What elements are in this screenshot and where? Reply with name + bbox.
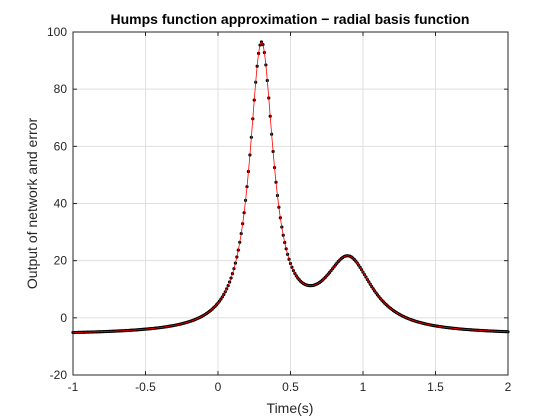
grid	[73, 32, 508, 375]
x-tick-label: -1	[68, 380, 79, 394]
y-tick-label: 0	[60, 311, 67, 325]
x-tick-label: -0.5	[135, 380, 156, 394]
x-tick-label: 1	[360, 380, 367, 394]
plot-series	[71, 40, 510, 335]
x-axis-label: Time(s)	[267, 400, 314, 416]
ticks: -1 -0.5 0 0.5 1 1.5 2 -20 0 20 40 60 80 100	[47, 25, 512, 394]
y-tick-label: 100	[47, 25, 67, 39]
x-tick-label: 1.5	[427, 380, 444, 394]
y-tick-label: 40	[54, 197, 68, 211]
x-tick-label: 0	[215, 380, 222, 394]
y-tick-label: 80	[54, 82, 68, 96]
y-tick-label: 60	[54, 139, 68, 153]
y-tick-label: 20	[54, 254, 68, 268]
x-tick-label: 2	[505, 380, 512, 394]
y-tick-label: -20	[50, 368, 68, 382]
series-target-line	[72, 41, 509, 333]
y-axis-label: Output of network and error	[24, 118, 40, 290]
chart-title: Humps function approximation − radial ba…	[111, 11, 470, 27]
x-tick-label: 0.5	[282, 380, 299, 394]
